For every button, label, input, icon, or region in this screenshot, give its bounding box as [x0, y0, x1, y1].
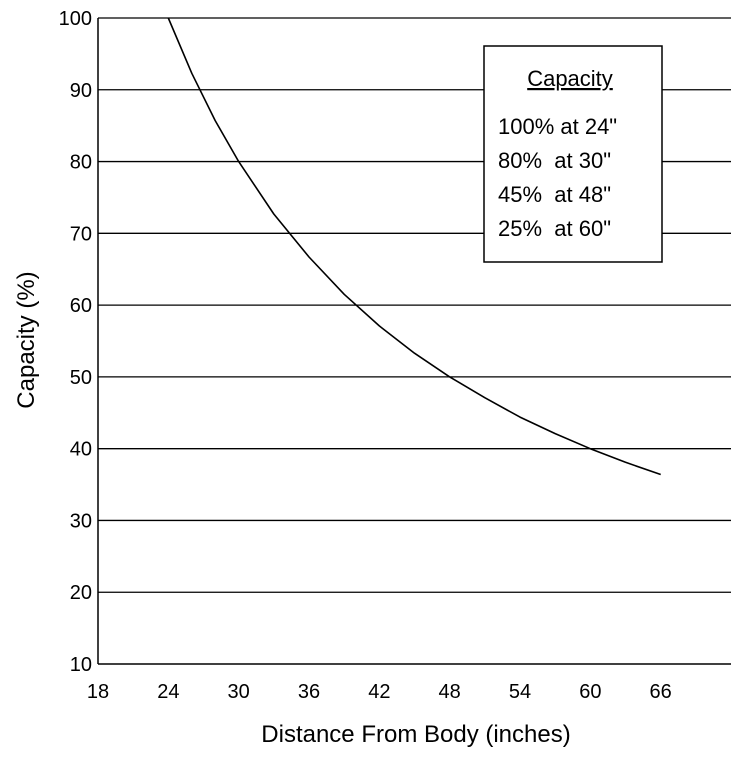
y-tick-label-30: 30 [70, 510, 92, 532]
legend-line-3: 45% at 48" [498, 182, 611, 207]
axes-layer [97, 18, 731, 665]
legend-box: Capacity 100% at 24" 80% at 30" 45% at 4… [483, 45, 663, 263]
x-tick-label-60: 60 [579, 681, 601, 703]
tick-label-layer: 10 20 30 40 50 60 70 80 90 100 18 24 30 36 42 48 54 60 66 [59, 8, 672, 703]
y-tick-label-50: 50 [70, 367, 92, 389]
y-tick-label-40: 40 [70, 439, 92, 461]
x-tick-label-48: 48 [439, 681, 461, 703]
series-layer [167, 17, 661, 476]
x-tick-label-42: 42 [368, 681, 390, 703]
x-axis-title: Distance From Body (inches) [261, 721, 570, 748]
x-tick-label-54: 54 [509, 681, 531, 703]
y-tick-label-90: 90 [70, 80, 92, 102]
series-line-0 [167, 17, 661, 476]
grid-layer [98, 17, 731, 593]
legend-line-1: 100% at 24" [498, 114, 617, 139]
y-tick-label-70: 70 [70, 223, 92, 245]
y-tick-label-60: 60 [70, 295, 92, 317]
x-tick-label-24: 24 [157, 681, 179, 703]
y-tick-label-20: 20 [70, 582, 92, 604]
x-tick-label-18: 18 [87, 681, 109, 703]
legend-line-4: 25% at 60" [498, 216, 611, 241]
legend-frame [483, 45, 663, 263]
x-tick-label-30: 30 [228, 681, 250, 703]
legend-line-2: 80% at 30" [498, 148, 611, 173]
y-tick-label-10: 10 [70, 654, 92, 676]
y-axis-title: Capacity (%) [13, 271, 40, 408]
x-tick-label-36: 36 [298, 681, 320, 703]
y-tick-label-100: 100 [59, 8, 92, 30]
legend-title: Capacity [527, 66, 613, 91]
x-tick-label-66: 66 [650, 681, 672, 703]
y-tick-label-80: 80 [70, 152, 92, 174]
